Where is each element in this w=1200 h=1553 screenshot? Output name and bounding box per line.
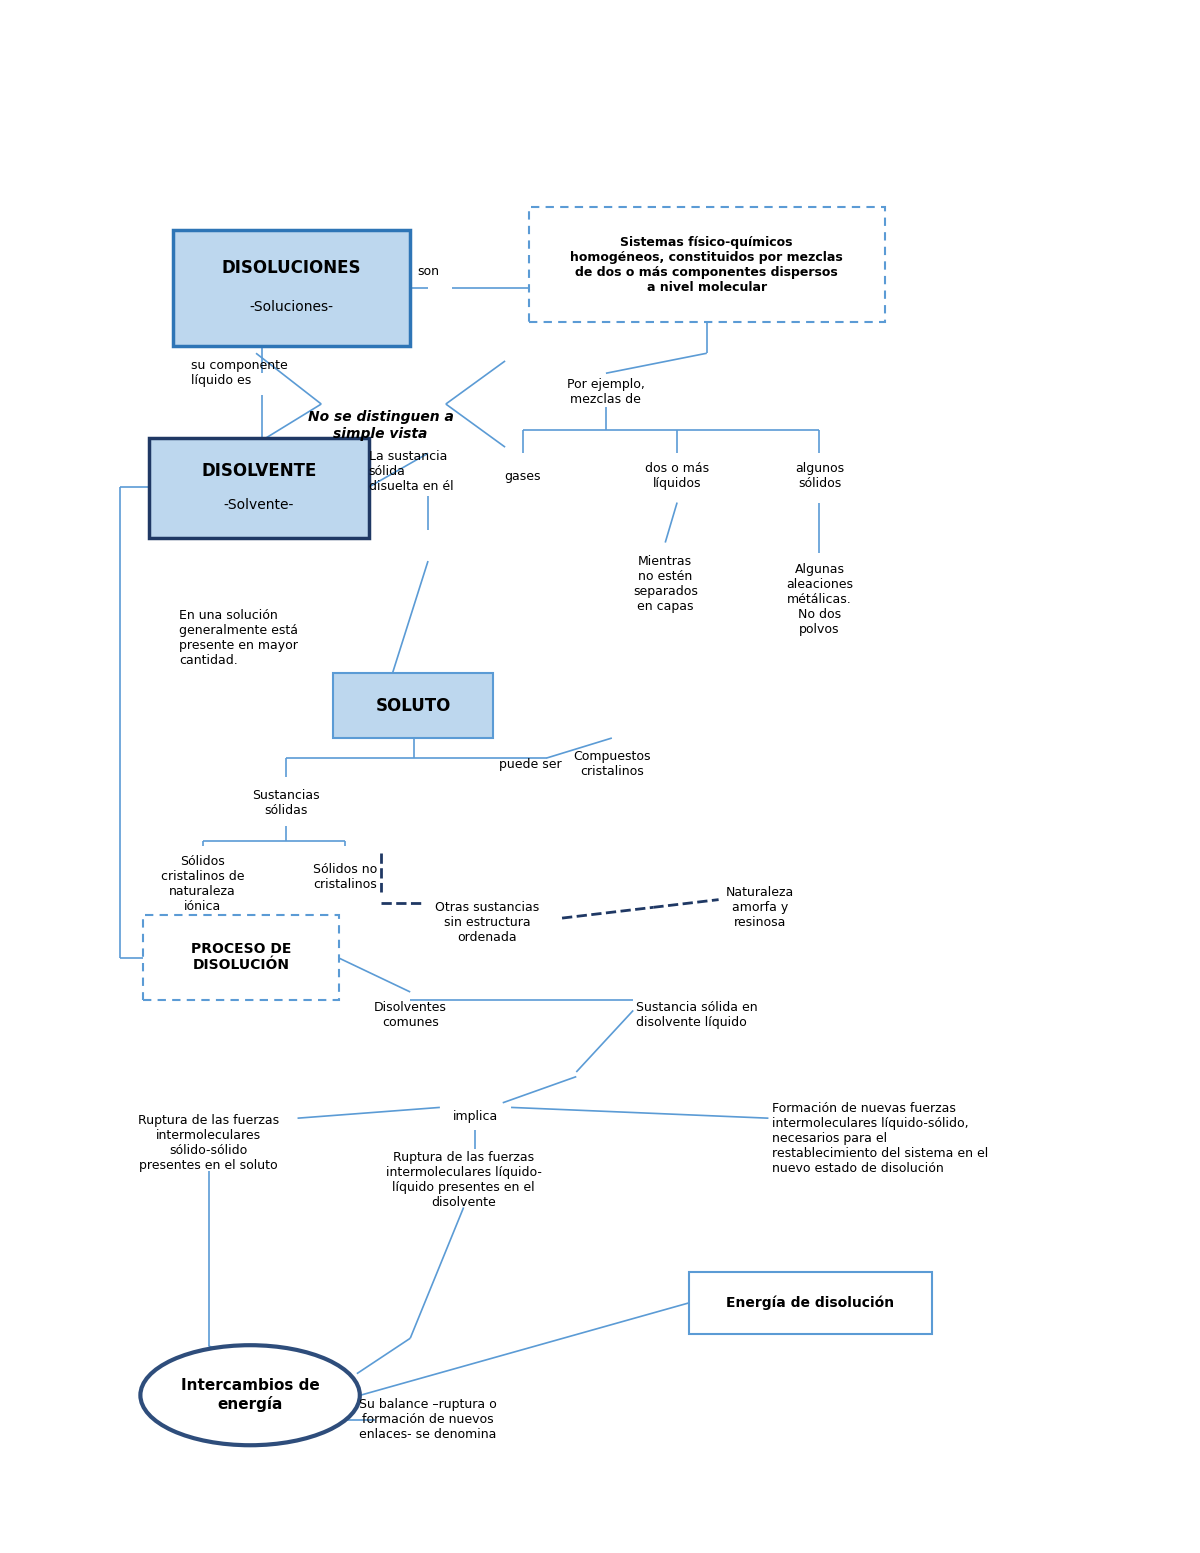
Text: Sólidos no
cristalinos: Sólidos no cristalinos	[313, 862, 377, 890]
Text: Por ejemplo,
mezclas de: Por ejemplo, mezclas de	[566, 377, 644, 405]
Text: su componente
líquido es: su componente líquido es	[191, 359, 288, 387]
Text: son: son	[418, 266, 439, 278]
Ellipse shape	[140, 1345, 360, 1446]
FancyBboxPatch shape	[143, 915, 340, 1000]
Text: gases: gases	[505, 471, 541, 483]
Text: PROCESO DE
DISOLUCIÓN: PROCESO DE DISOLUCIÓN	[191, 943, 292, 972]
Text: Compuestos
cristalinos: Compuestos cristalinos	[574, 750, 650, 778]
Text: Ruptura de las fuerzas
intermoleculares
sólido-sólido
presentes en el soluto: Ruptura de las fuerzas intermoleculares …	[138, 1114, 280, 1173]
Text: Su balance –ruptura o
formación de nuevos
enlaces- se denomina: Su balance –ruptura o formación de nuevo…	[359, 1398, 497, 1441]
FancyBboxPatch shape	[334, 674, 493, 738]
Text: Formación de nuevas fuerzas
intermoleculares líquido-sólido,
necesarios para el
: Formación de nuevas fuerzas intermolecul…	[772, 1101, 989, 1174]
FancyBboxPatch shape	[689, 1272, 932, 1334]
Text: La sustancia
sólida
disuelta en él: La sustancia sólida disuelta en él	[368, 450, 454, 494]
Text: -Soluciones-: -Soluciones-	[250, 300, 334, 314]
Text: algunos
sólidos: algunos sólidos	[794, 463, 844, 491]
Text: puede ser: puede ser	[499, 758, 562, 770]
Text: Disolventes
comunes: Disolventes comunes	[373, 1002, 446, 1030]
Text: Sistemas físico-químicos
homogéneos, constituidos por mezclas
de dos o más compo: Sistemas físico-químicos homogéneos, con…	[570, 236, 844, 294]
Text: Algunas
aleaciones
métálicas.
No dos
polvos: Algunas aleaciones métálicas. No dos pol…	[786, 564, 853, 637]
Text: SOLUTO: SOLUTO	[376, 697, 451, 714]
Text: Sustancia sólida en
disolvente líquido: Sustancia sólida en disolvente líquido	[636, 1002, 757, 1030]
Text: -Solvente-: -Solvente-	[224, 499, 294, 512]
Text: dos o más
líquidos: dos o más líquidos	[646, 463, 709, 491]
Text: Energía de disolución: Energía de disolución	[726, 1295, 894, 1311]
Text: En una solución
generalmente está
presente en mayor
cantidad.: En una solución generalmente está presen…	[179, 609, 298, 666]
FancyBboxPatch shape	[173, 230, 410, 346]
Text: implica: implica	[452, 1110, 498, 1123]
Text: Mientras
no estén
separados
en capas: Mientras no estén separados en capas	[632, 554, 697, 613]
FancyBboxPatch shape	[529, 207, 884, 323]
Text: Naturaleza
amorfa y
resinosa: Naturaleza amorfa y resinosa	[726, 885, 794, 929]
Text: No se distinguen a
simple vista: No se distinguen a simple vista	[307, 410, 454, 441]
Text: DISOLVENTE: DISOLVENTE	[202, 461, 317, 480]
Text: Otras sustancias
sin estructura
ordenada: Otras sustancias sin estructura ordenada	[436, 901, 540, 944]
Text: DISOLUCIONES: DISOLUCIONES	[222, 259, 361, 276]
Text: Sustancias
sólidas: Sustancias sólidas	[252, 789, 319, 817]
FancyBboxPatch shape	[149, 438, 368, 537]
Text: Sólidos
cristalinos de
naturaleza
iónica: Sólidos cristalinos de naturaleza iónica	[161, 856, 245, 913]
Text: Ruptura de las fuerzas
intermoleculares líquido-
líquido presentes en el
disolve: Ruptura de las fuerzas intermoleculares …	[385, 1151, 541, 1208]
Text: Intercambios de
energía: Intercambios de energía	[181, 1379, 319, 1412]
